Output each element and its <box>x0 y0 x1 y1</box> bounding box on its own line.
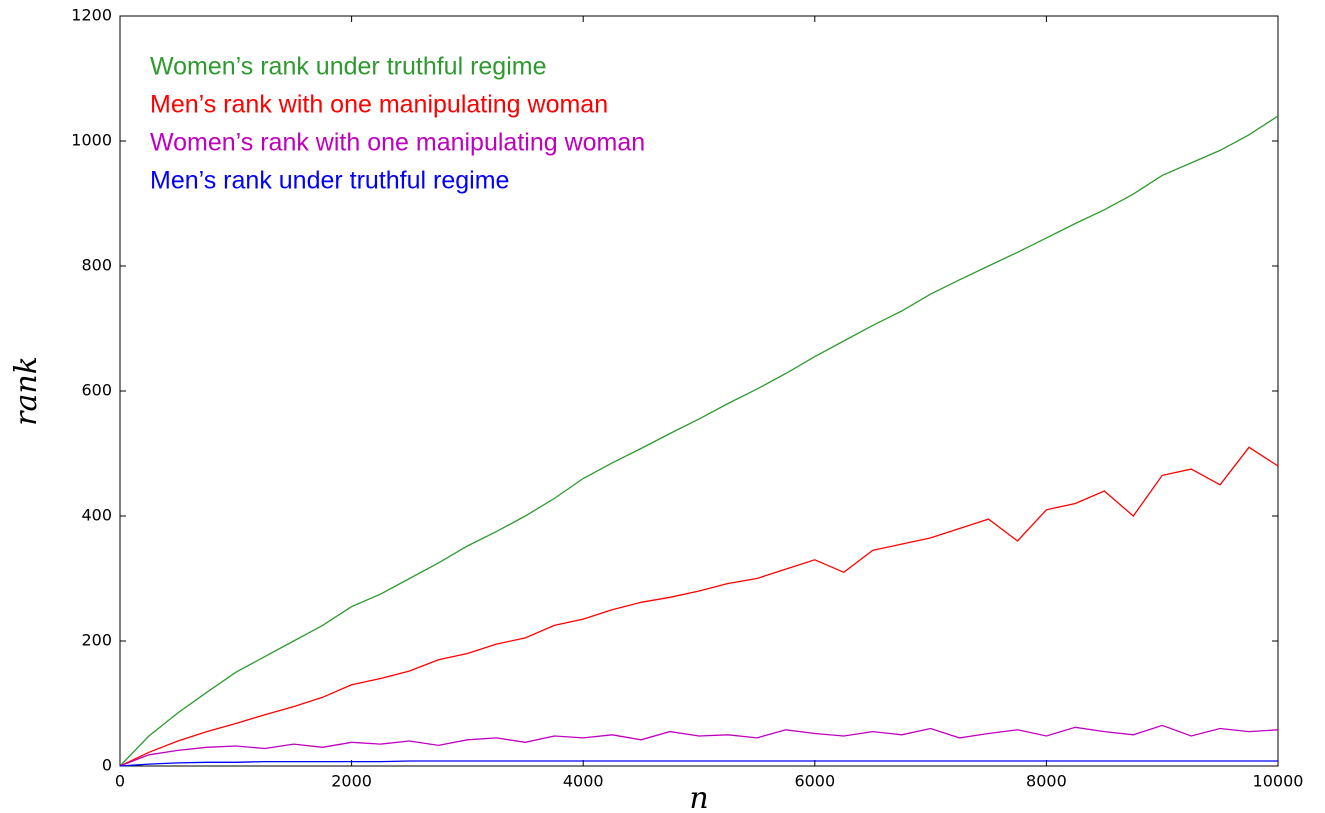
x-tick-label: 8000 <box>1026 772 1067 791</box>
x-tick-label: 10000 <box>1253 772 1304 791</box>
y-tick-label: 1200 <box>71 6 112 25</box>
legend-entry: Women’s rank with one manipulating woman <box>150 129 645 157</box>
y-tick-label: 800 <box>81 256 112 275</box>
legend-entry: Women’s rank under truthful regime <box>150 53 546 81</box>
legend-entry: Men’s rank under truthful regime <box>150 167 509 195</box>
y-tick-label: 400 <box>81 506 112 525</box>
series-line <box>119 724 1279 767</box>
y-tick-label: 1000 <box>71 131 112 150</box>
x-tick-label: 4000 <box>563 772 604 791</box>
series-line <box>119 760 1278 767</box>
legend-entry: Men’s rank with one manipulating woman <box>150 91 608 119</box>
y-tick-label: 600 <box>81 381 112 400</box>
x-tick-label: 2000 <box>331 772 372 791</box>
y-tick-label: 0 <box>102 756 112 775</box>
series-line <box>119 115 1279 767</box>
y-tick-label: 200 <box>81 631 112 650</box>
y-axis-label: rank <box>9 356 44 426</box>
x-tick-label: 6000 <box>794 772 835 791</box>
x-axis-label: n <box>689 781 708 813</box>
x-tick-label: 0 <box>115 772 125 791</box>
series-line <box>119 446 1279 767</box>
